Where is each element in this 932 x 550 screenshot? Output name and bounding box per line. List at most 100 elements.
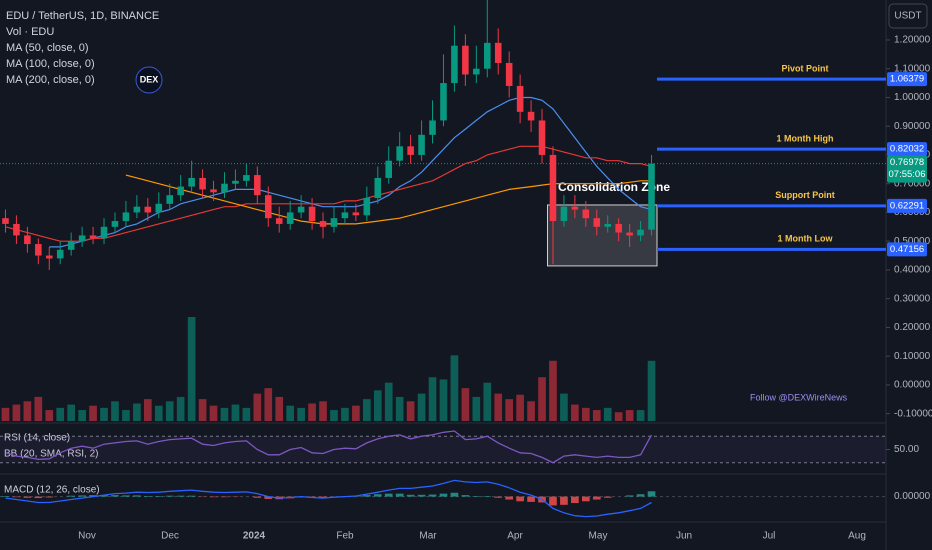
level-value: 0.82032	[890, 144, 924, 155]
volume-bar	[538, 377, 546, 421]
volume-bar	[560, 393, 568, 421]
x-tick-label: Aug	[848, 531, 866, 542]
volume-bar	[450, 355, 459, 421]
candle-body	[264, 195, 272, 219]
rsi-title: RSI (14, close)	[4, 433, 70, 444]
legend-entry: MA (50, close, 0)	[6, 42, 89, 54]
volume-bar	[111, 401, 119, 421]
candle-body	[637, 229, 644, 236]
macd-histogram	[428, 494, 437, 497]
volume-bar	[384, 382, 393, 421]
candle-body	[89, 235, 97, 239]
volume-bar	[242, 407, 251, 421]
candle-body	[505, 62, 513, 86]
macd-histogram	[143, 496, 152, 497]
rsi-band	[0, 436, 886, 463]
candle-body	[516, 85, 524, 112]
candle-body	[155, 203, 163, 213]
candle-body	[319, 221, 327, 227]
currency[interactable]: USDT	[894, 11, 921, 22]
macd-histogram	[67, 495, 76, 497]
macd-histogram	[154, 496, 163, 497]
rsi-tick-label: 50.00	[894, 444, 919, 455]
macd-histogram	[253, 496, 262, 498]
y-tick-label: 0.30000	[894, 293, 931, 304]
volume-bar	[362, 399, 371, 421]
volume-bar	[133, 403, 141, 421]
volume-bar	[89, 405, 97, 421]
macd-histogram	[209, 496, 218, 498]
x-tick-label: Nov	[78, 531, 96, 542]
macd-histogram	[636, 494, 645, 497]
volume-bar	[231, 404, 240, 421]
y-tick-label: 1.10000	[894, 63, 931, 74]
candle-body	[582, 209, 590, 219]
candle-body	[538, 120, 546, 155]
level-badge	[887, 72, 927, 87]
candle-body	[418, 134, 425, 155]
candle-body	[308, 206, 316, 222]
candle-body	[527, 111, 535, 121]
y-tick-label: 0.90000	[894, 121, 931, 132]
macd-histogram	[406, 494, 415, 497]
volume-bar	[45, 410, 54, 421]
volume-bar	[461, 388, 470, 421]
macd-histogram	[560, 496, 568, 505]
candle-body	[374, 177, 382, 199]
candle-body	[330, 218, 338, 227]
candle-body	[210, 189, 217, 193]
level-badge	[887, 142, 927, 157]
volume-bar	[1, 407, 10, 421]
macd-histogram	[417, 494, 426, 497]
volume-bar	[647, 360, 656, 421]
logo: DEX	[140, 74, 159, 84]
macd-tick-label: 0.00000	[894, 491, 931, 502]
watermark: Follow @DEXWireNews	[750, 392, 848, 402]
candle-body	[243, 175, 250, 181]
currency-button[interactable]	[888, 3, 928, 29]
candle-body	[45, 255, 53, 259]
volume-bar	[286, 405, 295, 421]
legend-entry: MA (100, close, 0)	[6, 58, 95, 70]
volume-bar	[12, 404, 21, 421]
candle-body	[615, 223, 622, 233]
macd-histogram	[395, 493, 404, 497]
y-tick-label: 0.50000	[894, 236, 931, 247]
candle-body	[286, 212, 294, 224]
volume-bar	[406, 401, 415, 421]
volume-bar	[395, 396, 404, 421]
level-label: 1 Month High	[777, 133, 834, 143]
macd-histogram	[581, 496, 590, 502]
last-price: 0.76978	[890, 157, 924, 168]
volume-bar	[34, 396, 43, 421]
y-tick-label: 0.70000	[894, 178, 931, 189]
macd-histogram	[34, 496, 43, 499]
candle-body	[429, 120, 436, 135]
moving-average	[49, 96, 652, 248]
volume-bar	[571, 404, 579, 421]
candle-body	[122, 212, 130, 222]
candle-body	[166, 195, 174, 204]
volume-bar	[297, 407, 305, 421]
legend-entry: MA (200, close, 0)	[6, 74, 95, 86]
indicator-label: Vol · EDU	[6, 26, 54, 38]
macd-histogram	[516, 496, 524, 502]
level-badge	[887, 198, 927, 213]
volume-bar	[143, 399, 152, 421]
volume-bar	[209, 405, 218, 421]
candle-body	[100, 226, 108, 239]
macd-histogram	[439, 493, 448, 497]
candle-body	[341, 212, 349, 219]
level-badge	[887, 242, 927, 257]
y-tick-label: 0.20000	[894, 322, 931, 333]
candle-body	[626, 232, 633, 236]
volume-bar	[494, 393, 503, 421]
rsi-subtitle: BB (20, SMA, RSI, 2)	[4, 449, 98, 460]
volume-bar	[56, 407, 65, 421]
macd-histogram	[187, 495, 196, 497]
volume-bar	[23, 401, 32, 421]
candle-body	[407, 146, 414, 155]
volume-bar	[100, 407, 108, 421]
candle-body	[2, 218, 9, 224]
